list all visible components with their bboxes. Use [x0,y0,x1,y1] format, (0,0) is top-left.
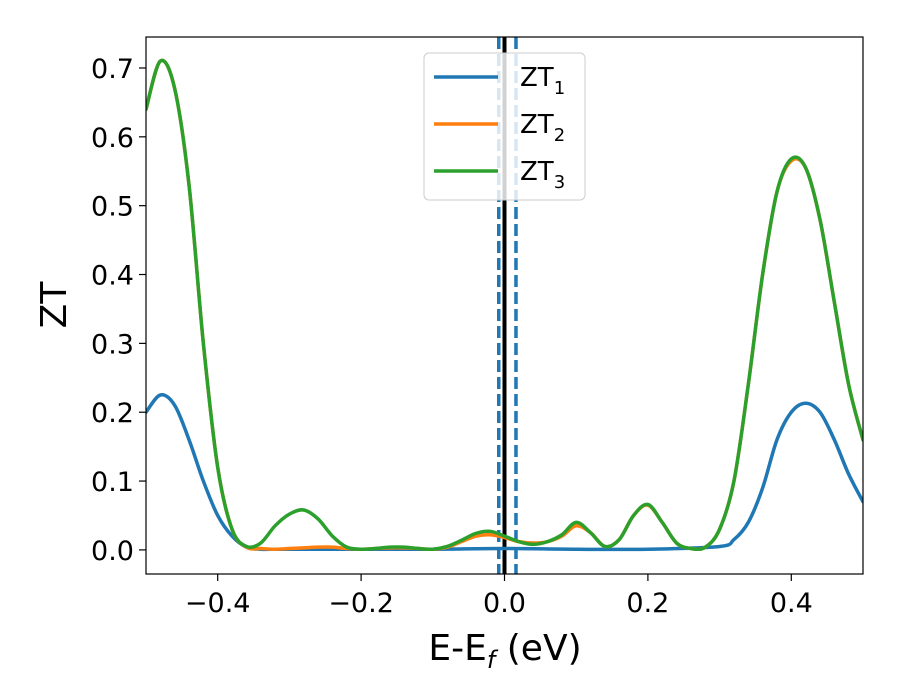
y-axis-ticks: 0.0 0.1 0.2 0.3 0.4 0.5 0.6 0.7 [91,54,146,567]
legend-box [423,52,586,201]
x-axis-ticks: −0.4 −0.2 0.0 0.2 0.4 [185,574,813,619]
y-tick-label: 0.7 [91,54,134,85]
y-tick-label: 0.4 [91,261,134,292]
x-axis-label: E-Ef (eV) [428,628,581,674]
x-axis-label-main: E-E [428,628,486,669]
y-axis-label: ZT [34,281,75,329]
y-tick-label: 0.2 [91,398,134,429]
plot-frame [145,36,864,575]
x-tick-label: 0.0 [483,588,526,619]
series-line-3 [146,58,863,552]
y-tick-label: 0.0 [91,536,134,567]
x-tick-label: 0.2 [626,588,669,619]
series-line-1 [146,393,863,552]
x-axis-label-unit: (eV) [495,628,581,669]
x-tick-label: −0.4 [185,588,251,619]
y-tick-label: 0.3 [91,329,134,360]
legend-label-2: ZT2 [520,110,565,146]
series-layer [146,58,863,552]
legend: ZT1 ZT2 ZT3 [423,52,586,201]
y-tick-label: 0.6 [91,123,134,154]
legend-label-3: ZT3 [520,157,565,193]
x-tick-label: −0.2 [328,588,394,619]
y-tick-label: 0.1 [91,467,134,498]
y-tick-label: 0.5 [91,192,134,223]
x-tick-label: 0.4 [770,588,813,619]
legend-label-1: ZT1 [520,63,565,99]
